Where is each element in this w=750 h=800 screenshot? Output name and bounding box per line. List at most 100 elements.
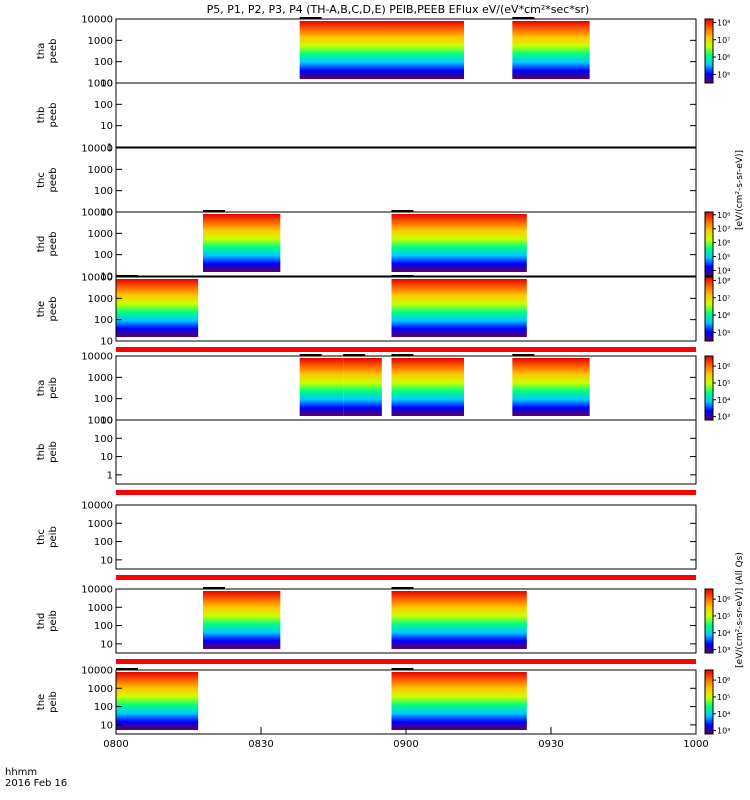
figure-title: P5, P1, P2, P3, P4 (TH-A,B,C,D,E) PEIB,P… bbox=[207, 3, 590, 16]
data-marker bbox=[391, 668, 414, 670]
colorbar-tick-label: 10⁵ bbox=[717, 70, 730, 79]
panel-tha-peib: 10 100 1000 10000 tha peib bbox=[36, 352, 697, 427]
data-marker bbox=[116, 668, 138, 670]
panel-frame bbox=[115, 588, 697, 654]
data-marker bbox=[203, 587, 225, 589]
panel-frame bbox=[115, 147, 697, 213]
x-tick-label: 0900 bbox=[393, 739, 418, 750]
panel-label-product: peib bbox=[48, 377, 59, 399]
y-tick-label: 10 bbox=[100, 555, 113, 566]
panel-thb-peeb: 1 10 100 1000 thb peeb bbox=[36, 79, 697, 154]
panel-label-probe: thc bbox=[36, 529, 47, 545]
y-tick-label: 10 bbox=[100, 452, 113, 463]
spectrogram-block bbox=[391, 279, 527, 337]
panel-label-product: peeb bbox=[48, 168, 59, 193]
y-tick-label: 1000 bbox=[88, 416, 113, 427]
colorbar-tha-peib: 10³ 10⁴ 10⁵ 10⁶ bbox=[704, 355, 730, 422]
y-tick-label: 1000 bbox=[88, 165, 113, 176]
y-tick-label: 10 bbox=[100, 121, 113, 132]
y-tick-label: 10000 bbox=[81, 501, 113, 512]
panel-frame bbox=[115, 82, 697, 148]
colorbar-scale bbox=[704, 669, 714, 735]
panel-label-probe: thc bbox=[36, 172, 47, 188]
x-tick-label: 0830 bbox=[248, 739, 273, 750]
y-tick-label: 1000 bbox=[88, 294, 113, 305]
colorbar-tick-label: 10⁵ bbox=[717, 693, 730, 702]
data-marker bbox=[116, 275, 138, 277]
colorbar-tick-label: 10⁶ bbox=[717, 595, 730, 604]
colorbar-thd-peib: 10³ 10⁴ 10⁵ 10⁶ bbox=[704, 588, 730, 655]
colorbar-scale bbox=[704, 211, 714, 277]
panel-thd-peeb: 10 100 1000 10000 thd peeb bbox=[36, 208, 697, 283]
x-tick-label: 0930 bbox=[538, 739, 563, 750]
y-tick-label: 100 bbox=[94, 434, 113, 445]
colorbar-scale bbox=[704, 588, 714, 654]
spectrogram-block bbox=[391, 591, 527, 649]
gap-band bbox=[116, 490, 696, 495]
y-tick-label: 10 bbox=[100, 416, 113, 427]
colorbar-tick-label: 10⁸ bbox=[717, 18, 730, 27]
panel-label-probe: thd bbox=[36, 236, 47, 253]
colorbar-tick-label: 10³ bbox=[717, 646, 730, 655]
panel-label-product: peeb bbox=[48, 103, 59, 128]
y-tick-label: 1 bbox=[107, 143, 113, 154]
colorbar-tick-label: 10⁵ bbox=[717, 328, 730, 337]
panel-label-product: peib bbox=[48, 441, 59, 463]
y-tick-label: 10000 bbox=[81, 352, 113, 363]
y-tick-label: 1000 bbox=[88, 519, 113, 530]
colorbars: 10⁵10⁶10⁷10⁸10⁴10⁵10⁶10⁷10⁸10⁵10⁶10⁷10⁸1… bbox=[704, 18, 730, 736]
gap-band bbox=[116, 347, 696, 352]
colorbar-tick-label: 10⁵ bbox=[717, 253, 730, 262]
y-tick-label: 1000 bbox=[88, 603, 113, 614]
spectrogram-block bbox=[391, 358, 464, 416]
x-tick-label: 1000 bbox=[683, 739, 708, 750]
date-label: 2016 Feb 16 bbox=[5, 778, 67, 789]
y-tick-label: 10 bbox=[100, 720, 113, 731]
colorbar-tick-label: 10⁵ bbox=[717, 379, 730, 388]
colorbar-thd-peeb: 10⁴ 10⁵ 10⁶ 10⁷ 10⁸ bbox=[704, 211, 730, 277]
spectrogram-block bbox=[116, 672, 199, 730]
colorbar-tick-label: 10⁷ bbox=[717, 225, 730, 234]
y-tick-label: 1000 bbox=[88, 684, 113, 695]
data-marker bbox=[343, 354, 366, 356]
panel-label-product: peeb bbox=[48, 39, 59, 64]
colorbar-tick-label: 10⁶ bbox=[717, 676, 730, 685]
y-tick-label: 100 bbox=[94, 621, 113, 632]
colorbar-tick-label: 10⁴ bbox=[717, 710, 730, 719]
data-marker bbox=[391, 354, 414, 356]
spectrogram-block bbox=[203, 214, 281, 272]
spectrogram-block bbox=[343, 358, 382, 416]
y-tick-label: 10 bbox=[100, 272, 113, 283]
y-tick-label: 1000 bbox=[88, 79, 113, 90]
panel-label-probe: thb bbox=[36, 444, 47, 461]
colorbar-tick-label: 10⁸ bbox=[717, 211, 730, 220]
time-axis: 0800 0830 0900 0930 1000 bbox=[103, 727, 709, 750]
y-tick-label: 10000 bbox=[81, 273, 113, 284]
panel-thc-peib: 10 100 1000 10000 thc peib bbox=[36, 501, 697, 580]
panel-label-product: peib bbox=[48, 610, 59, 632]
panel-label-probe: thd bbox=[36, 613, 47, 630]
y-tick-label: 100 bbox=[94, 537, 113, 548]
panel-label-product: peib bbox=[48, 526, 59, 548]
colorbar-tick-label: 10⁷ bbox=[717, 294, 730, 303]
y-tick-label: 10000 bbox=[81, 585, 113, 596]
spectrogram-block bbox=[512, 21, 590, 79]
y-tick-label: 100 bbox=[94, 315, 113, 326]
data-marker bbox=[299, 17, 322, 19]
colorbar-unit-electron: [eV/(cm²-s-sr-eV)] bbox=[735, 150, 745, 230]
time-axis-label: hhmm bbox=[5, 767, 37, 778]
colorbar-tick-label: 10⁶ bbox=[717, 53, 730, 62]
panel-label-probe: the bbox=[36, 301, 47, 317]
y-tick-label: 10 bbox=[100, 337, 113, 348]
y-tick-label: 10000 bbox=[81, 208, 113, 219]
panel-label-probe: thb bbox=[36, 107, 47, 124]
colorbar-the-peib: 10³ 10⁴ 10⁵ 10⁶ bbox=[704, 669, 730, 736]
colorbar-tick-label: 10⁴ bbox=[717, 629, 730, 638]
spectrogram-block bbox=[512, 358, 590, 416]
panel-label-probe: the bbox=[36, 694, 47, 710]
y-tick-label: 10000 bbox=[81, 144, 113, 155]
panel-label-product: peib bbox=[48, 691, 59, 713]
colorbar-scale bbox=[704, 276, 714, 342]
